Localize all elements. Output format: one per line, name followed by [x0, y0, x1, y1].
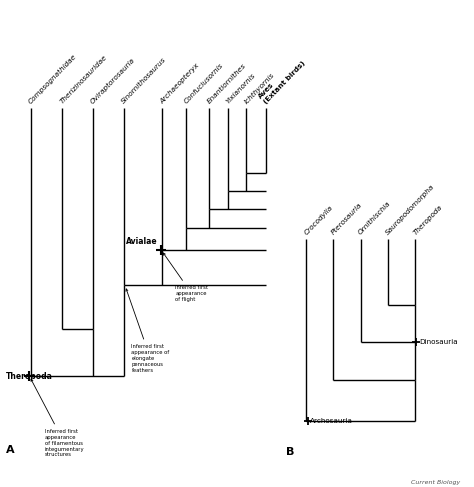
Text: Archaeopteryx: Archaeopteryx — [159, 62, 201, 105]
Text: Theropoda: Theropoda — [412, 204, 443, 236]
Text: Avialae: Avialae — [127, 237, 158, 246]
Text: A: A — [6, 445, 15, 455]
Text: Compsognathidae: Compsognathidae — [27, 53, 78, 105]
Text: Crocodylia: Crocodylia — [303, 204, 334, 236]
Text: Inferred first
appearance of
elongate
pennaceous
feathers: Inferred first appearance of elongate pe… — [126, 289, 170, 373]
Text: Inferred first
appearance
of flight: Inferred first appearance of flight — [163, 253, 209, 302]
Text: Inferred first
appearance
of filamentous
integumentary
structures: Inferred first appearance of filamentous… — [31, 379, 84, 457]
Text: Ichthyornis: Ichthyornis — [243, 72, 276, 105]
Text: Therizinosauridae: Therizinosauridae — [59, 55, 108, 105]
Text: Sinornithosaurus: Sinornithosaurus — [121, 56, 168, 105]
Text: Theropoda: Theropoda — [6, 372, 53, 380]
Text: Confuciusornis: Confuciusornis — [182, 62, 224, 105]
Text: B: B — [286, 448, 294, 457]
Text: Sauropodomorpha: Sauropodomorpha — [385, 183, 436, 236]
Text: Aves
(Extant birds): Aves (Extant birds) — [258, 55, 307, 105]
Text: Oviraptorosauria: Oviraptorosauria — [90, 57, 137, 105]
Text: Current Biology: Current Biology — [410, 480, 460, 485]
Text: Dinosauria: Dinosauria — [419, 339, 457, 345]
Text: Pterosauria: Pterosauria — [330, 202, 364, 236]
Text: Ornithischia: Ornithischia — [357, 200, 392, 236]
Text: Enantiornithes: Enantiornithes — [206, 63, 247, 105]
Text: Archosauria: Archosauria — [310, 418, 353, 424]
Text: Yixianornis: Yixianornis — [225, 73, 257, 105]
